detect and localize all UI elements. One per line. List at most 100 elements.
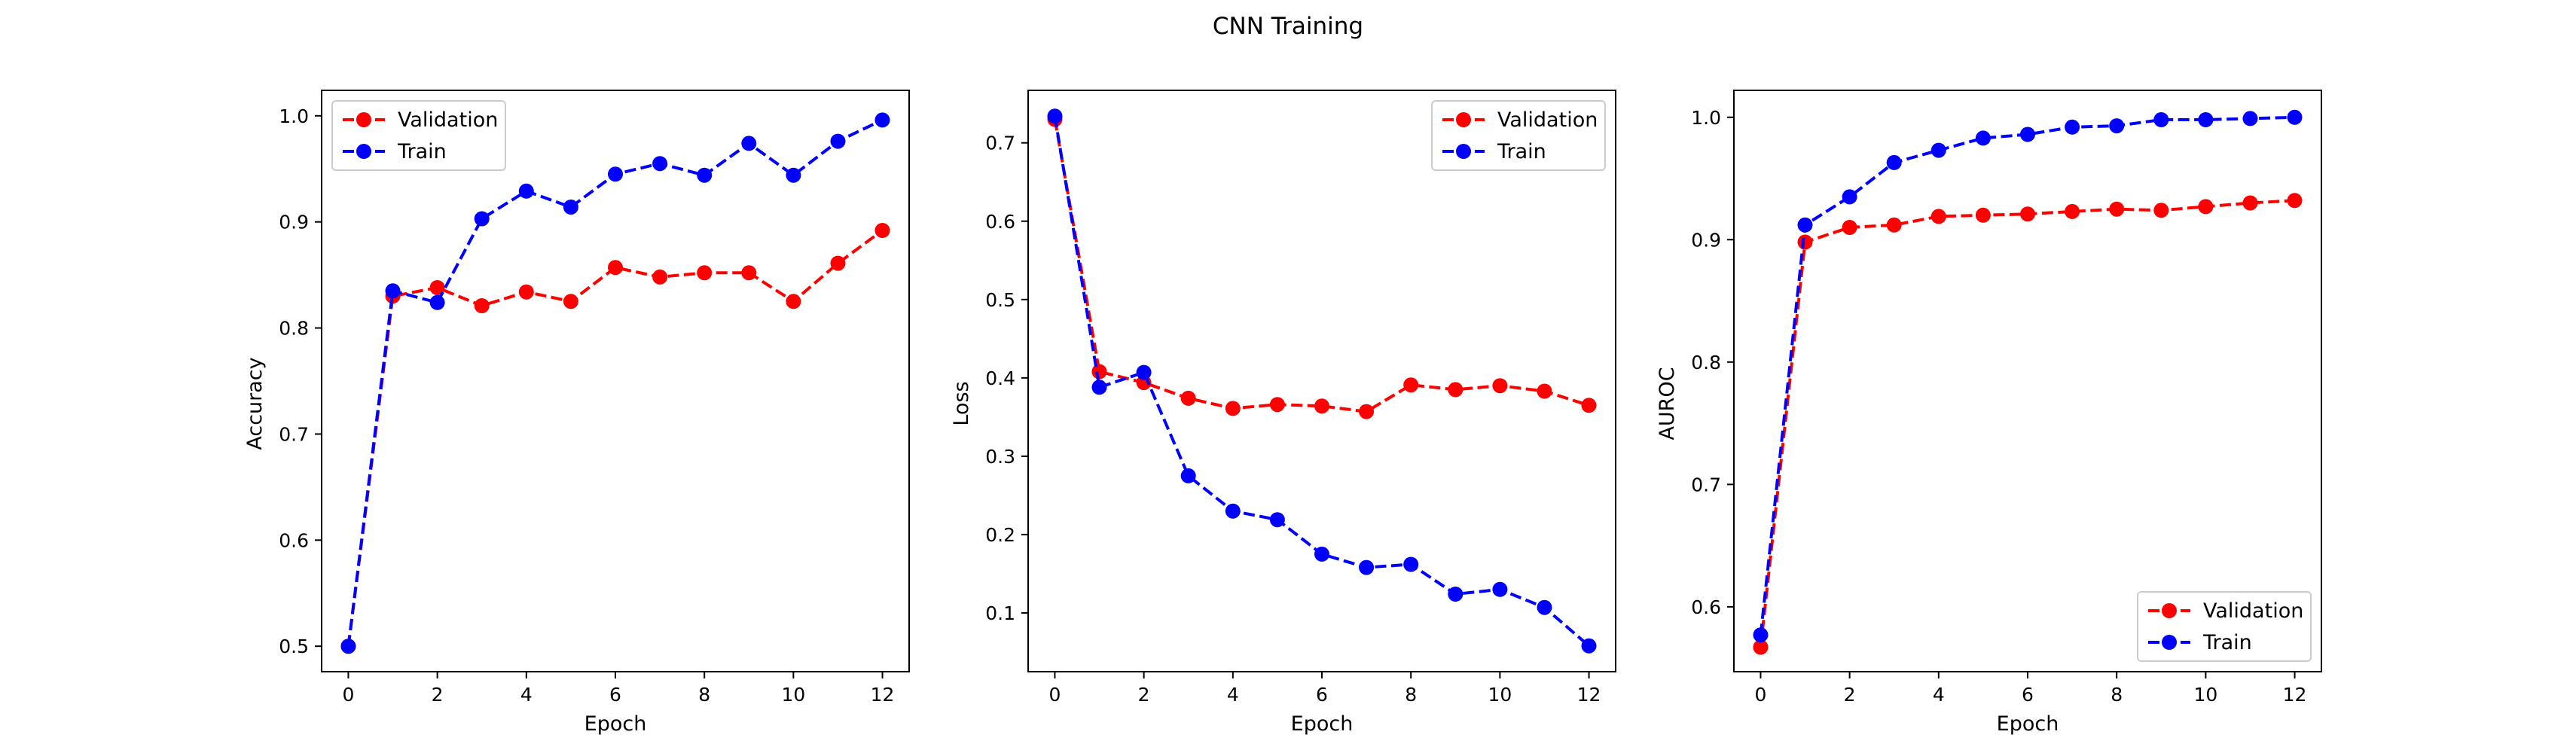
x-tick-label: 10 [2193,684,2217,706]
series-validation [1047,111,1597,419]
y-tick-label: 0.7 [279,423,309,445]
data-point [1753,639,1769,655]
y-tick-label: 0.5 [279,636,309,657]
x-tick-label: 2 [1138,684,1150,706]
data-point [1975,207,1991,223]
data-point [1047,108,1063,124]
data-point [518,284,534,300]
data-point [652,269,668,285]
legend-marker [1456,112,1471,127]
y-tick-label: 0.9 [279,212,309,233]
data-point [1091,380,1107,395]
data-point [1225,401,1241,416]
data-point [2242,195,2258,211]
data-point [608,166,623,182]
data-point [385,283,401,299]
data-point [1180,390,1196,406]
data-point [652,156,668,172]
x-tick-label: 0 [1049,684,1061,706]
data-point [1492,581,1508,597]
data-point [474,211,490,227]
data-point [874,112,890,128]
data-point [1091,364,1107,380]
x-tick-label: 6 [609,684,621,706]
x-tick-label: 8 [2111,684,2123,706]
legend-label: Train [2202,631,2252,654]
data-point [1581,398,1597,413]
y-tick-label: 0.6 [985,211,1015,233]
data-point [1797,234,1813,250]
data-point [563,294,578,309]
y-tick-label: 0.7 [985,133,1015,154]
legend-marker [356,144,371,159]
legend: Validation Train [1431,100,1606,171]
data-point [2153,112,2169,127]
data-point [2287,193,2303,209]
x-tick-label: 4 [1933,684,1945,706]
data-point [786,167,801,183]
accuracy-panel: Accuracy Epoch 0 2 4 6 8 10 12 0.5 0.6 0.7 0.8 0.9 1… [243,90,910,736]
figure-title: CNN Training [1213,13,1363,40]
x-tick-label: 6 [2022,684,2034,706]
data-point [1314,398,1329,414]
legend-entry-validation: Validation [1442,108,1598,132]
x-axis-label: Epoch [584,712,647,736]
data-point [1930,142,1946,158]
y-tick-label: 0.9 [1691,229,1721,251]
data-point [2065,119,2080,135]
data-point [1886,154,1902,170]
y-tick-label: 0.3 [985,446,1015,468]
x-tick-label: 8 [698,684,710,706]
data-point [1180,468,1196,483]
legend-marker [2162,603,2177,618]
legend-entry-train: Train [2148,631,2252,654]
data-point [518,183,534,199]
data-point [1269,397,1285,413]
data-point [1314,546,1329,562]
x-tick-label: 2 [1844,684,1856,706]
data-point [608,260,623,276]
loss-panel: Loss Epoch 0 2 4 6 8 10 12 0.1 0.2 0.3 0.4 0.5 0.6 0.… [950,90,1616,736]
data-point [2109,201,2125,217]
x-tick-label: 0 [1755,684,1767,706]
data-point [1359,404,1375,419]
data-point [2065,203,2080,219]
y-axis-label: Accuracy [243,357,267,450]
y-tick-label: 0.1 [985,602,1015,624]
legend: Validation Train [2137,591,2312,662]
y-axis-label: Loss [950,381,973,425]
y-tick-label: 0.5 [985,289,1015,311]
data-point [429,280,445,295]
data-point [1537,599,1552,615]
y-tick-label: 0.6 [1691,596,1721,618]
data-point [1842,189,1857,205]
data-point [2198,112,2214,127]
legend-entry-train: Train [1442,140,1546,163]
data-point [874,223,890,238]
data-point [1269,512,1285,528]
data-point [1975,130,1991,146]
data-point [2242,111,2258,127]
data-point [2153,203,2169,218]
y-tick-label: 1.0 [279,105,309,127]
data-point [1581,638,1597,654]
data-point [1930,209,1946,224]
data-point [1225,503,1241,519]
legend-marker [2162,635,2177,650]
y-tick-label: 1.0 [1691,107,1721,129]
y-tick-label: 0.7 [1691,474,1721,495]
data-point [1403,556,1419,572]
data-point [429,294,445,310]
x-tick-label: 6 [1316,684,1328,706]
y-tick-label: 0.4 [985,367,1015,389]
data-point [1886,217,1902,233]
legend-entry-validation: Validation [343,108,498,132]
data-point [1753,627,1769,643]
data-point [1537,383,1552,399]
data-point [340,639,356,654]
data-point [2287,109,2303,125]
data-point [2198,199,2214,215]
legend-label: Validation [1497,108,1598,132]
data-point [1136,364,1152,380]
